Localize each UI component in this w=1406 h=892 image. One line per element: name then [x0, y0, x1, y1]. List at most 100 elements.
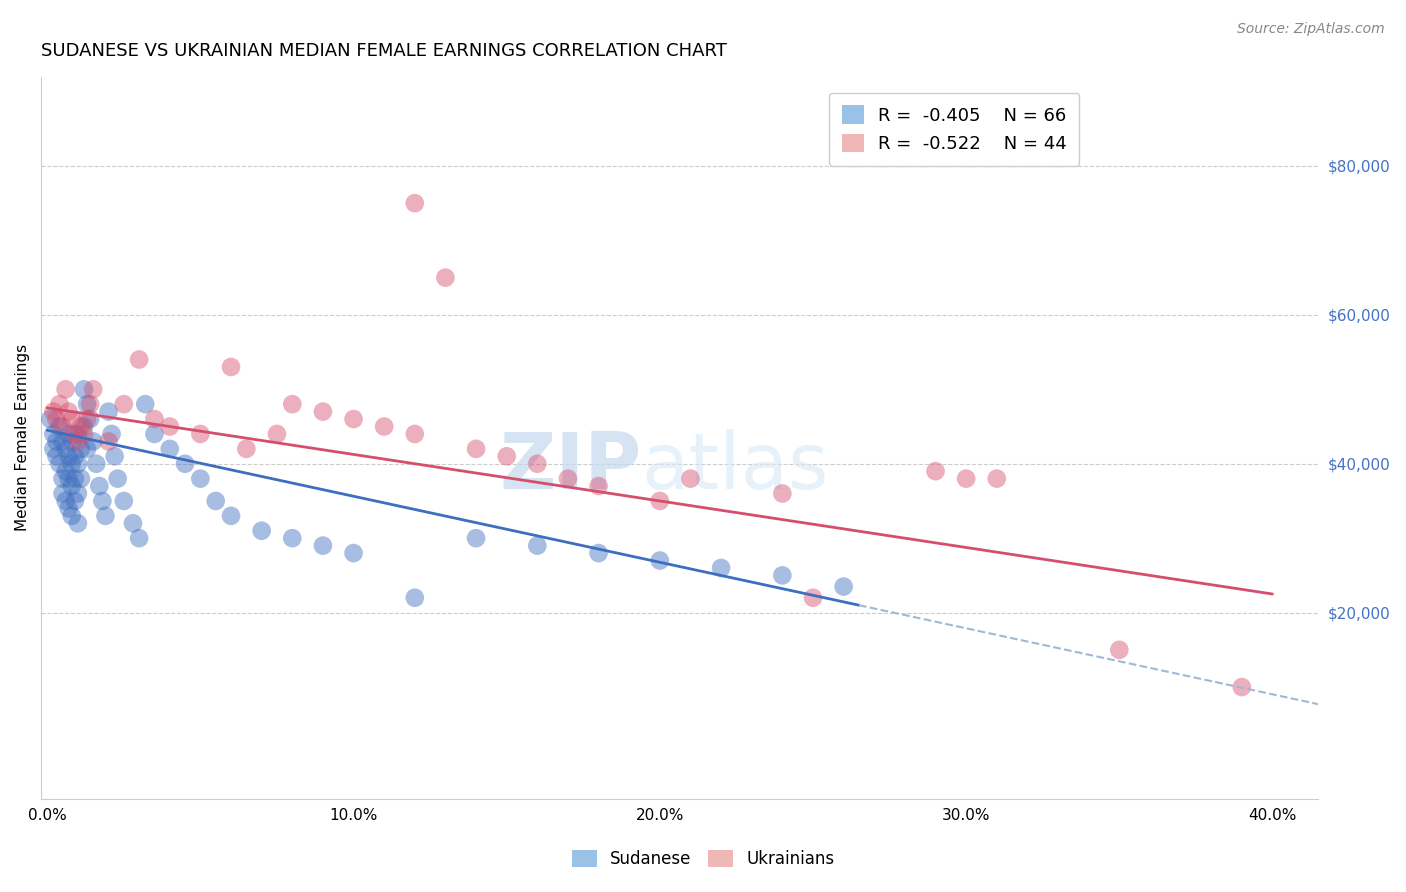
Point — [143, 426, 166, 441]
Point — [266, 426, 288, 441]
Point — [312, 539, 335, 553]
Point — [97, 434, 120, 449]
Point — [60, 479, 83, 493]
Point — [588, 479, 610, 493]
Point — [66, 426, 89, 441]
Point — [112, 397, 135, 411]
Point — [82, 434, 104, 449]
Text: Source: ZipAtlas.com: Source: ZipAtlas.com — [1237, 22, 1385, 37]
Point — [48, 419, 70, 434]
Point — [219, 359, 242, 374]
Point — [63, 472, 86, 486]
Point — [60, 434, 83, 449]
Point — [174, 457, 197, 471]
Point — [588, 546, 610, 560]
Y-axis label: Median Female Earnings: Median Female Earnings — [15, 344, 30, 532]
Point — [465, 531, 488, 545]
Point — [55, 442, 77, 456]
Point — [648, 494, 671, 508]
Point — [91, 494, 114, 508]
Point — [79, 412, 101, 426]
Point — [526, 539, 548, 553]
Point — [84, 457, 107, 471]
Point — [48, 457, 70, 471]
Point — [45, 412, 67, 426]
Point — [832, 580, 855, 594]
Point — [801, 591, 824, 605]
Legend: R =  -0.405    N = 66, R =  -0.522    N = 44: R = -0.405 N = 66, R = -0.522 N = 44 — [830, 93, 1080, 166]
Point — [526, 457, 548, 471]
Point — [250, 524, 273, 538]
Point — [235, 442, 257, 456]
Point — [770, 568, 793, 582]
Point — [342, 412, 364, 426]
Point — [986, 472, 1008, 486]
Point — [143, 412, 166, 426]
Point — [45, 450, 67, 464]
Point — [128, 352, 150, 367]
Point — [219, 508, 242, 523]
Point — [770, 486, 793, 500]
Text: atlas: atlas — [641, 428, 830, 505]
Point — [94, 508, 117, 523]
Point — [128, 531, 150, 545]
Point — [112, 494, 135, 508]
Point — [107, 472, 129, 486]
Point — [312, 404, 335, 418]
Point — [342, 546, 364, 560]
Point — [51, 419, 73, 434]
Point — [134, 397, 156, 411]
Point — [48, 397, 70, 411]
Point — [51, 434, 73, 449]
Point — [55, 494, 77, 508]
Point — [281, 531, 304, 545]
Point — [60, 457, 83, 471]
Point — [76, 412, 98, 426]
Point — [70, 472, 93, 486]
Point — [58, 404, 80, 418]
Point — [679, 472, 702, 486]
Point — [465, 442, 488, 456]
Point — [204, 494, 226, 508]
Legend: Sudanese, Ukrainians: Sudanese, Ukrainians — [565, 843, 841, 875]
Point — [73, 382, 96, 396]
Point — [100, 426, 122, 441]
Point — [73, 426, 96, 441]
Point — [1230, 680, 1253, 694]
Point — [51, 472, 73, 486]
Point — [76, 442, 98, 456]
Point — [60, 412, 83, 426]
Point — [45, 434, 67, 449]
Point — [190, 472, 212, 486]
Point — [63, 450, 86, 464]
Point — [404, 426, 426, 441]
Point — [648, 553, 671, 567]
Point — [710, 561, 733, 575]
Point — [122, 516, 145, 531]
Point — [42, 426, 65, 441]
Point — [70, 442, 93, 456]
Point — [955, 472, 977, 486]
Point — [66, 486, 89, 500]
Point — [58, 472, 80, 486]
Point — [66, 457, 89, 471]
Point — [104, 450, 127, 464]
Point — [557, 472, 579, 486]
Point — [190, 426, 212, 441]
Point — [404, 196, 426, 211]
Point — [42, 404, 65, 418]
Point — [73, 419, 96, 434]
Point — [373, 419, 395, 434]
Point — [1108, 643, 1130, 657]
Point — [434, 270, 457, 285]
Point — [60, 508, 83, 523]
Point — [281, 397, 304, 411]
Point — [82, 382, 104, 396]
Point — [495, 450, 517, 464]
Point — [159, 442, 181, 456]
Point — [89, 479, 111, 493]
Point — [70, 419, 93, 434]
Point — [66, 516, 89, 531]
Point — [159, 419, 181, 434]
Point — [51, 486, 73, 500]
